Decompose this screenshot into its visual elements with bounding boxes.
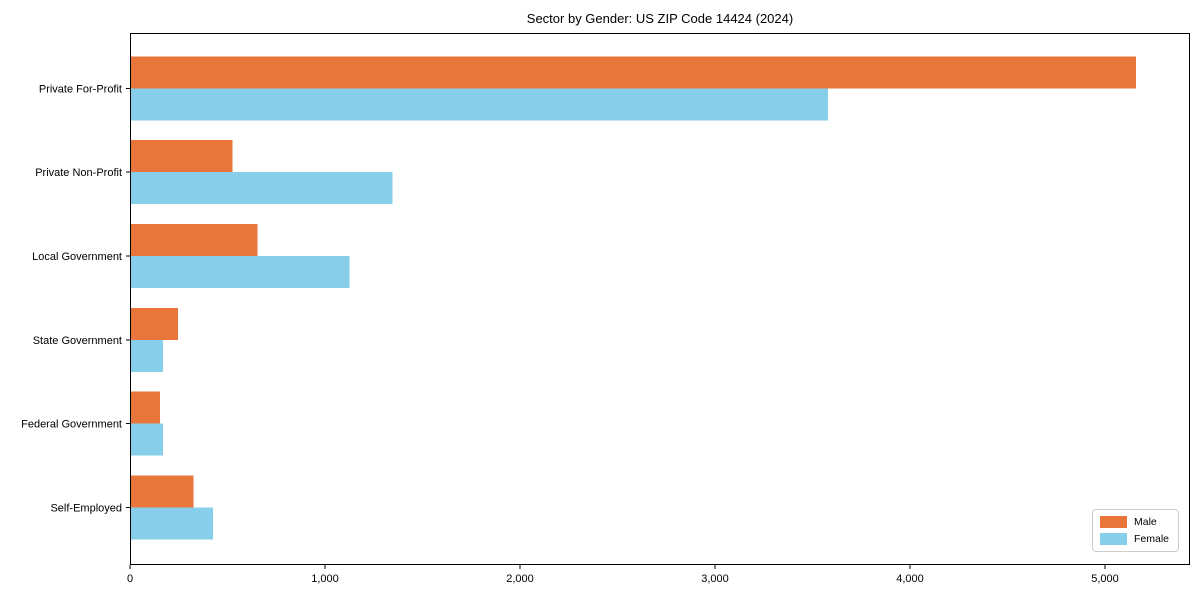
bar-male-4 bbox=[130, 391, 161, 424]
x-tick-label: 5,000 bbox=[1091, 573, 1119, 585]
chart-title: Sector by Gender: US ZIP Code 14424 (202… bbox=[526, 11, 794, 26]
legend: Male Female bbox=[1091, 509, 1179, 552]
legend-label: Female bbox=[1133, 533, 1169, 545]
bar-male-3 bbox=[130, 307, 178, 340]
y-tick-label: Federal Government bbox=[21, 419, 122, 431]
bar-female-2 bbox=[130, 256, 350, 288]
legend-item-female: Female bbox=[1099, 533, 1169, 545]
bar-female-4 bbox=[130, 423, 164, 456]
legend-swatch-female bbox=[1099, 533, 1127, 545]
y-tick-label: Private For-Profit bbox=[39, 83, 122, 95]
bar-female-0 bbox=[130, 88, 829, 121]
bar-female-1 bbox=[130, 172, 393, 205]
bar-female-3 bbox=[130, 339, 164, 372]
legend-swatch-male bbox=[1099, 516, 1127, 528]
bar-female-5 bbox=[130, 507, 213, 540]
x-tick-label: 1,000 bbox=[311, 573, 339, 585]
bar-male-2 bbox=[130, 224, 258, 256]
bar-male-0 bbox=[130, 56, 1137, 89]
bar-male-1 bbox=[130, 140, 233, 173]
legend-label: Male bbox=[1133, 516, 1157, 528]
x-tick-label: 3,000 bbox=[701, 573, 729, 585]
y-tick-label: Self-Employed bbox=[50, 502, 122, 514]
y-tick-label: Local Government bbox=[32, 251, 122, 263]
x-tick-label: 2,000 bbox=[506, 573, 534, 585]
bar-male-5 bbox=[130, 475, 194, 508]
y-tick-label: Private Non-Profit bbox=[35, 167, 122, 179]
y-tick-label: State Government bbox=[33, 335, 122, 347]
x-tick-label: 0 bbox=[127, 573, 133, 585]
legend-item-male: Male bbox=[1099, 516, 1169, 528]
x-tick-label: 4,000 bbox=[896, 573, 924, 585]
plot-frame bbox=[130, 33, 1190, 565]
